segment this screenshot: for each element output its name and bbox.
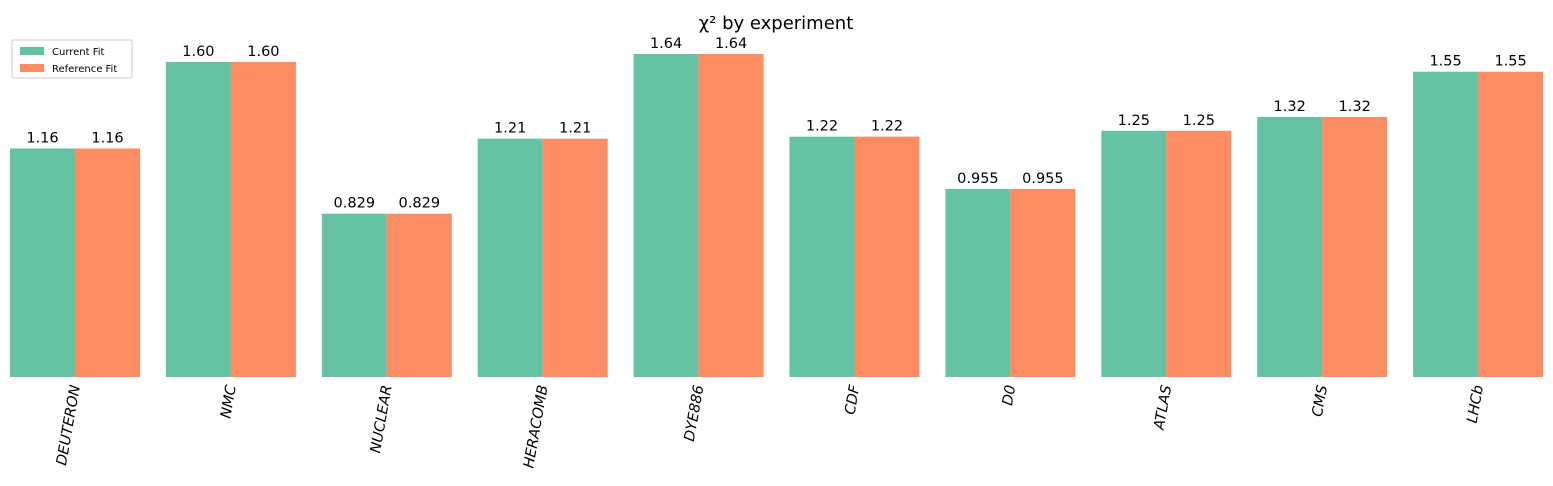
- x-tick-label-nuclear: NUCLEAR: [368, 384, 396, 455]
- value-label-reference-atlas: 1.25: [1183, 113, 1215, 129]
- value-label-reference-heracomb: 1.21: [559, 121, 591, 137]
- bar-reference-cdf: [854, 136, 920, 377]
- value-label-reference-cms: 1.32: [1339, 99, 1371, 115]
- value-label-current-cdf: 1.22: [806, 119, 838, 135]
- value-label-current-nuclear: 0.829: [334, 196, 376, 212]
- bar-reference-nuclear: [386, 213, 452, 377]
- bar-reference-nmc: [230, 61, 296, 378]
- value-label-reference-lhcb: 1.55: [1494, 54, 1526, 70]
- bar-reference-heracomb: [542, 138, 608, 377]
- bar-current-nmc: [165, 61, 231, 378]
- value-label-current-atlas: 1.25: [1118, 113, 1150, 129]
- bar-reference-dye886: [698, 54, 764, 377]
- value-label-current-dye886: 1.64: [650, 36, 682, 52]
- legend-label-current-fit: Current Fit: [52, 47, 105, 58]
- x-tick-label-nmc: NMC: [218, 383, 240, 420]
- bar-current-atlas: [1101, 130, 1167, 377]
- bar-current-d0: [945, 188, 1011, 377]
- bar-current-dye886: [633, 54, 699, 377]
- value-label-reference-d0: 0.955: [1022, 171, 1064, 187]
- value-label-current-nmc: 1.60: [182, 44, 214, 60]
- value-label-reference-cdf: 1.22: [871, 119, 903, 135]
- x-tick-label-lhcb: LHCb: [1465, 384, 1487, 425]
- x-tick-label-cdf: CDF: [843, 383, 864, 416]
- value-label-current-cms: 1.32: [1274, 99, 1306, 115]
- bar-reference-d0: [1010, 188, 1076, 377]
- value-label-reference-nuclear: 0.829: [399, 196, 441, 212]
- value-label-reference-deuteron: 1.16: [91, 131, 123, 147]
- legend-label-reference-fit: Reference Fit: [52, 64, 117, 75]
- x-tick-labels-group: DEUTERON NMC NUCLEAR HERACOMB DYE886 CDF D0 ATL…: [54, 383, 1487, 469]
- x-tick-label-dye886: DYE886: [682, 384, 708, 443]
- bars-group: [10, 54, 1544, 378]
- value-label-current-d0: 0.955: [957, 171, 999, 187]
- bar-reference-cms: [1322, 117, 1388, 377]
- x-tick-label-deuteron: DEUTERON: [54, 384, 84, 467]
- bar-reference-lhcb: [1478, 71, 1544, 377]
- bar-current-lhcb: [1413, 71, 1479, 377]
- legend-swatch-current-fit: [20, 47, 44, 55]
- bar-reference-atlas: [1166, 130, 1232, 377]
- value-label-current-lhcb: 1.55: [1429, 54, 1461, 70]
- bar-current-cdf: [789, 136, 855, 377]
- legend: Current Fit Reference Fit: [11, 39, 133, 79]
- x-tick-label-atlas: ATLAS: [1152, 384, 1176, 432]
- value-label-current-heracomb: 1.21: [494, 121, 526, 137]
- value-labels-group: 1.16 1.16 1.60 1.60 0.829 0.829 1.21 1.21 1.64 1.…: [26, 36, 1526, 212]
- bar-current-deuteron: [10, 148, 75, 377]
- chart-title: χ² by experiment: [699, 13, 854, 34]
- value-label-current-deuteron: 1.16: [26, 131, 58, 147]
- value-label-reference-dye886: 1.64: [715, 36, 747, 52]
- x-tick-label-d0: D0: [1000, 384, 1019, 407]
- bar-current-nuclear: [321, 213, 387, 377]
- bar-current-cms: [1257, 117, 1323, 377]
- x-tick-label-cms: CMS: [1310, 384, 1331, 418]
- value-label-reference-nmc: 1.60: [247, 44, 279, 60]
- legend-swatch-reference-fit: [20, 64, 44, 72]
- bar-current-heracomb: [477, 138, 543, 377]
- bar-reference-deuteron: [75, 148, 140, 377]
- x-tick-label-heracomb: HERACOMB: [521, 384, 551, 470]
